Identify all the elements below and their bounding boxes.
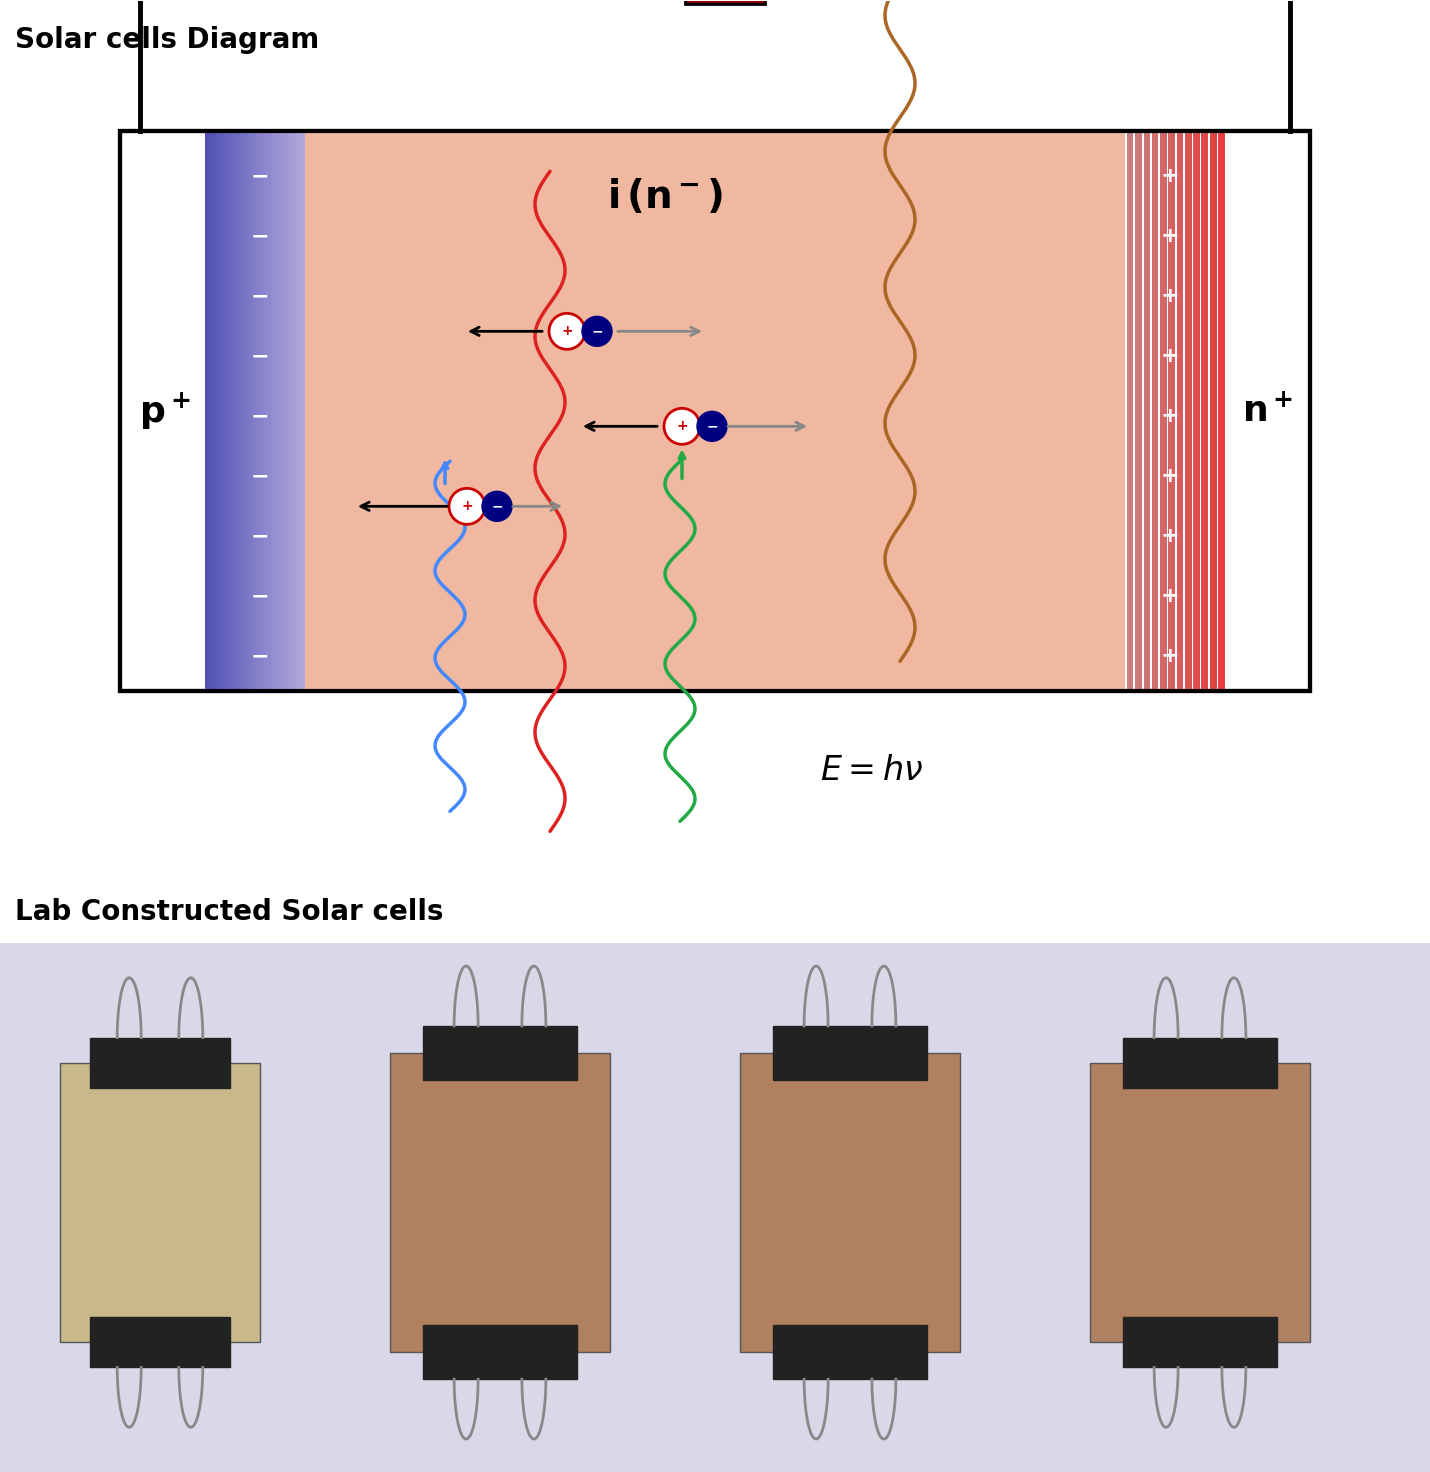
Bar — [120, 131, 1310, 692]
Bar — [739, 1052, 960, 1353]
Bar — [90, 1317, 230, 1367]
Circle shape — [449, 489, 485, 524]
Text: −: − — [250, 346, 269, 367]
Text: +: + — [1161, 527, 1180, 546]
Text: +: + — [561, 324, 573, 339]
Text: $\mathbf{i\,(n^-)}$: $\mathbf{i\,(n^-)}$ — [606, 177, 724, 216]
Bar — [0, 944, 1430, 1472]
Text: −: − — [250, 166, 269, 187]
Text: −: − — [250, 586, 269, 606]
Circle shape — [482, 492, 512, 521]
Text: −: − — [250, 406, 269, 427]
Text: −: − — [250, 227, 269, 246]
Text: +: + — [676, 420, 688, 433]
Text: −: − — [250, 467, 269, 486]
Circle shape — [696, 411, 726, 442]
Text: +: + — [1161, 586, 1180, 606]
Bar — [305, 131, 1125, 692]
Text: +: + — [1161, 646, 1180, 667]
Bar — [90, 1038, 230, 1088]
Text: −: − — [250, 646, 269, 667]
Text: +: + — [1161, 346, 1180, 367]
Bar — [423, 1026, 576, 1080]
Text: +: + — [1161, 287, 1180, 306]
Text: −: − — [591, 324, 603, 339]
Circle shape — [664, 408, 701, 445]
Bar — [1123, 1038, 1277, 1088]
Bar — [60, 1063, 260, 1342]
Text: +: + — [1161, 227, 1180, 246]
Text: +: + — [1161, 467, 1180, 486]
Bar — [774, 1026, 927, 1080]
Bar — [120, 131, 1310, 692]
Bar — [1123, 1317, 1277, 1367]
Text: $E=h\nu$: $E=h\nu$ — [819, 755, 922, 788]
Text: $\mathbf{n^+}$: $\mathbf{n^+}$ — [1243, 394, 1294, 428]
Text: −: − — [490, 499, 503, 514]
Circle shape — [582, 316, 612, 346]
Bar — [685, 0, 765, 4]
Bar — [423, 1325, 576, 1379]
Text: Lab Constructed Solar cells: Lab Constructed Solar cells — [14, 898, 443, 926]
Text: +: + — [1161, 166, 1180, 187]
Circle shape — [549, 314, 585, 349]
Text: Solar cells Diagram: Solar cells Diagram — [14, 26, 319, 54]
Bar — [390, 1052, 611, 1353]
Text: +: + — [1161, 406, 1180, 427]
Text: $\mathbf{p^+}$: $\mathbf{p^+}$ — [139, 390, 190, 433]
Text: −: − — [706, 420, 718, 433]
Bar — [774, 1325, 927, 1379]
Text: +: + — [462, 499, 473, 514]
Text: −: − — [250, 527, 269, 546]
Text: −: − — [250, 287, 269, 306]
Bar — [1090, 1063, 1310, 1342]
